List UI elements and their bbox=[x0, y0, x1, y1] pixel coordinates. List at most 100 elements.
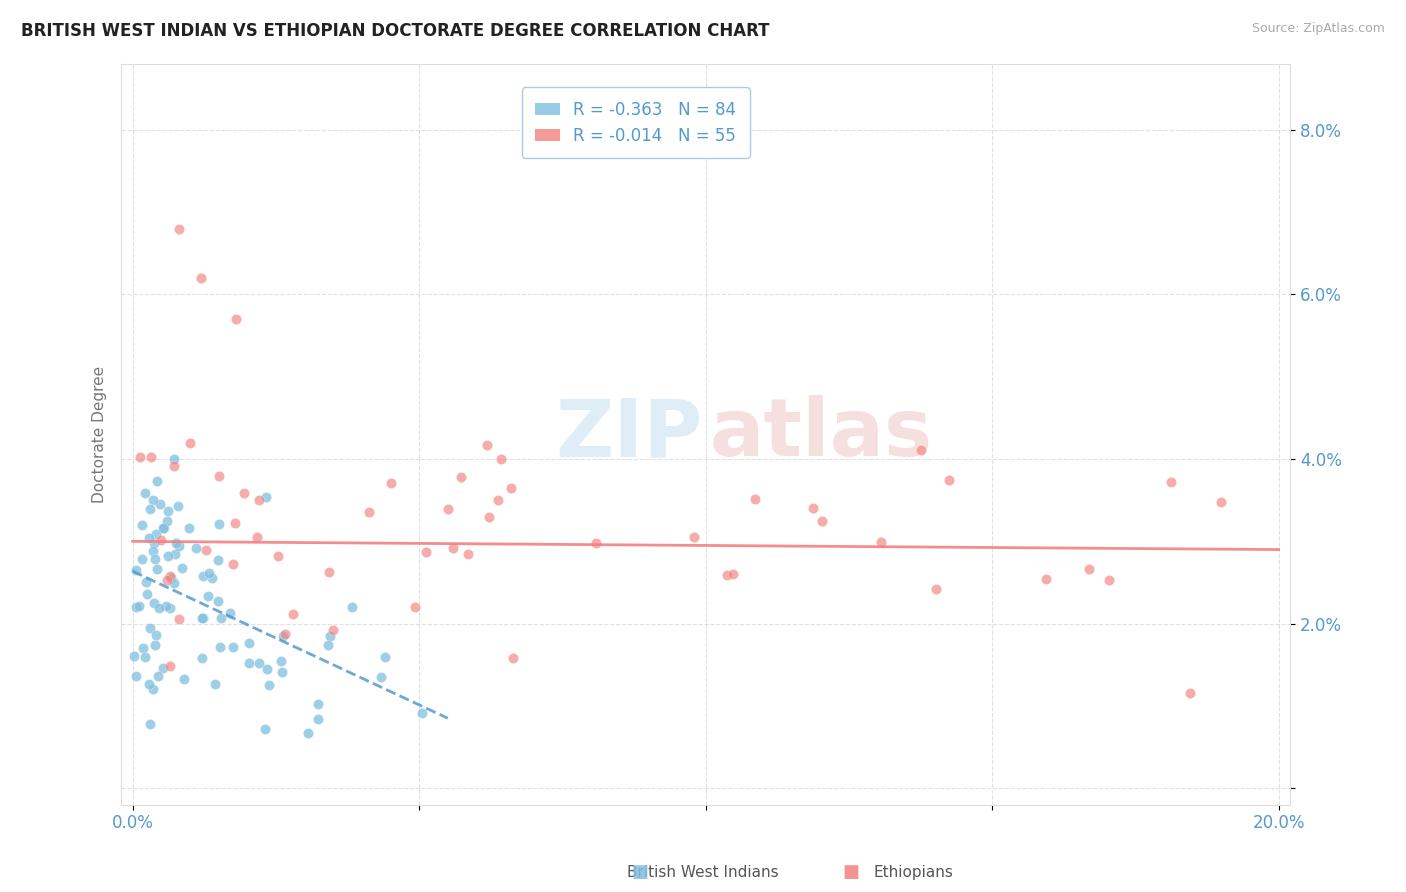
Point bbox=[142, 597, 165, 611]
Point bbox=[1078, 562, 1101, 576]
Point bbox=[316, 638, 339, 652]
Point bbox=[357, 506, 380, 520]
Point bbox=[869, 535, 891, 549]
Point bbox=[195, 543, 218, 558]
Point bbox=[128, 599, 150, 614]
Point bbox=[486, 493, 509, 508]
Point bbox=[122, 648, 145, 663]
Point bbox=[156, 549, 179, 564]
Point bbox=[165, 547, 187, 561]
Point bbox=[136, 586, 159, 600]
Point bbox=[318, 565, 340, 579]
Point bbox=[145, 474, 167, 488]
Text: Ethiopians: Ethiopians bbox=[875, 865, 953, 880]
Point bbox=[910, 442, 932, 457]
Point bbox=[204, 677, 226, 691]
Point bbox=[254, 723, 277, 737]
Point bbox=[208, 517, 231, 532]
Point bbox=[157, 503, 180, 517]
Point bbox=[167, 539, 190, 553]
Point bbox=[139, 501, 162, 516]
Point bbox=[457, 547, 479, 561]
Point bbox=[207, 468, 229, 483]
Point bbox=[415, 545, 437, 559]
Point bbox=[139, 716, 162, 731]
Point bbox=[254, 490, 277, 504]
Point bbox=[145, 527, 167, 541]
Point bbox=[246, 530, 269, 544]
Point bbox=[138, 531, 160, 545]
Point bbox=[146, 562, 169, 576]
Legend: R = -0.363   N = 84, R = -0.014   N = 55: R = -0.363 N = 84, R = -0.014 N = 55 bbox=[522, 87, 749, 158]
Point bbox=[148, 601, 170, 615]
Point bbox=[201, 571, 224, 585]
Point bbox=[125, 669, 148, 683]
Point bbox=[143, 638, 166, 652]
Text: ■: ■ bbox=[842, 863, 859, 881]
Point bbox=[135, 574, 157, 589]
Point bbox=[155, 599, 177, 613]
Point bbox=[173, 672, 195, 686]
Point bbox=[307, 712, 329, 726]
Point bbox=[222, 558, 245, 572]
Point bbox=[319, 629, 342, 643]
Text: BRITISH WEST INDIAN VS ETHIOPIAN DOCTORATE DEGREE CORRELATION CHART: BRITISH WEST INDIAN VS ETHIOPIAN DOCTORA… bbox=[21, 22, 769, 40]
Point bbox=[152, 521, 174, 535]
Point bbox=[165, 536, 187, 550]
Point bbox=[142, 682, 165, 697]
Point bbox=[156, 573, 179, 587]
Point bbox=[443, 541, 465, 556]
Point bbox=[225, 312, 247, 326]
Point bbox=[156, 514, 179, 528]
Point bbox=[167, 611, 190, 625]
Point bbox=[125, 599, 148, 614]
Point bbox=[270, 654, 292, 668]
Point bbox=[166, 499, 188, 513]
Point bbox=[138, 677, 160, 691]
Point bbox=[143, 536, 166, 550]
Point bbox=[197, 589, 219, 603]
Point bbox=[190, 271, 212, 285]
Point bbox=[380, 476, 402, 491]
Point bbox=[186, 541, 208, 555]
Point bbox=[370, 670, 392, 684]
Point bbox=[222, 640, 245, 654]
Point bbox=[925, 582, 948, 596]
Point bbox=[149, 533, 172, 547]
Point bbox=[153, 521, 176, 535]
Point bbox=[145, 628, 167, 642]
Point bbox=[307, 697, 329, 711]
Point bbox=[716, 568, 738, 582]
Point bbox=[585, 535, 607, 549]
Point bbox=[270, 665, 292, 680]
Point bbox=[143, 551, 166, 566]
Point bbox=[247, 656, 270, 670]
Point bbox=[134, 649, 156, 664]
Point bbox=[450, 470, 472, 484]
Point bbox=[411, 706, 433, 721]
Point bbox=[801, 501, 824, 516]
Point bbox=[128, 450, 150, 465]
Point bbox=[191, 568, 214, 582]
Point bbox=[209, 611, 232, 625]
Point bbox=[191, 610, 214, 624]
Point bbox=[197, 566, 219, 580]
Point bbox=[163, 575, 186, 590]
Point bbox=[159, 569, 181, 583]
Point bbox=[267, 549, 290, 564]
Point bbox=[297, 725, 319, 739]
Point bbox=[502, 650, 524, 665]
Point bbox=[179, 435, 201, 450]
Point bbox=[138, 621, 160, 635]
Point bbox=[134, 486, 156, 500]
Point bbox=[170, 561, 193, 575]
Point bbox=[191, 611, 214, 625]
Point bbox=[208, 640, 231, 655]
Point bbox=[177, 521, 200, 535]
Point bbox=[163, 458, 186, 473]
Point bbox=[132, 640, 155, 655]
Point bbox=[159, 601, 181, 615]
Point bbox=[1209, 494, 1232, 508]
Point bbox=[499, 481, 522, 495]
Point bbox=[232, 486, 254, 500]
